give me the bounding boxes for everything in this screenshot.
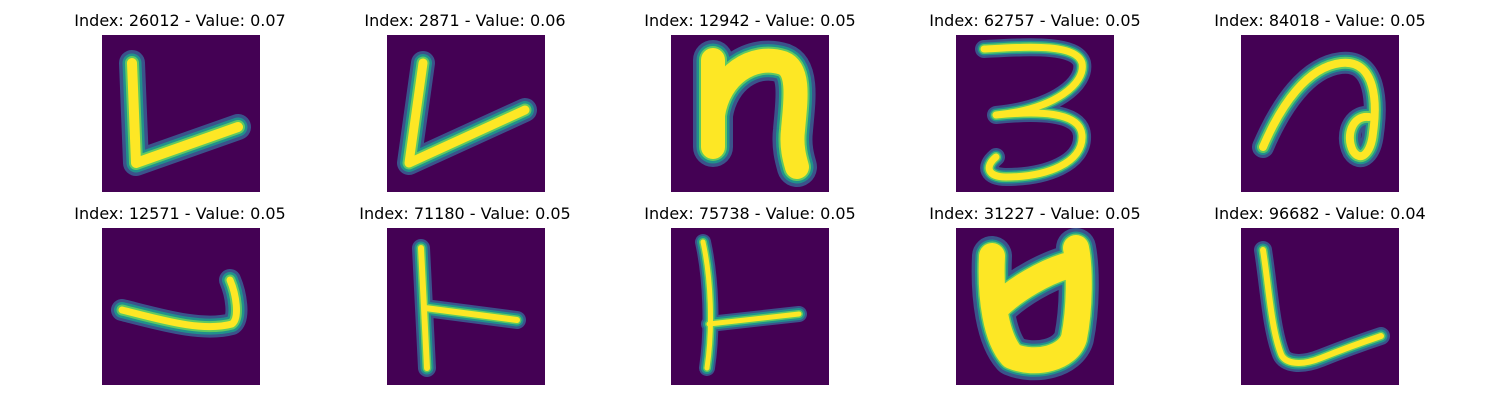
panel-title: Index: 26012 - Value: 0.07	[30, 11, 330, 31]
digit-image	[387, 228, 545, 385]
digit-image	[956, 35, 1114, 192]
glyph-t-shape	[671, 228, 829, 385]
glyph-hook-shape	[102, 228, 260, 385]
panel-title: Index: 12571 - Value: 0.05	[30, 204, 330, 224]
panel-title: Index: 2871 - Value: 0.06	[315, 11, 615, 31]
panel-title: Index: 75738 - Value: 0.05	[600, 204, 900, 224]
digit-image	[102, 35, 260, 192]
glyph-t-shape	[387, 228, 545, 385]
digit-image	[102, 228, 260, 385]
panel-title: Index: 62757 - Value: 0.05	[885, 11, 1185, 31]
glyph-n-shape	[671, 35, 829, 192]
digit-image	[387, 35, 545, 192]
panel-title: Index: 84018 - Value: 0.05	[1170, 11, 1470, 31]
panel-title: Index: 12942 - Value: 0.05	[600, 11, 900, 31]
glyph-l-shape	[1241, 228, 1399, 385]
digit-image	[956, 228, 1114, 385]
glyph-three-shape	[956, 35, 1114, 192]
digit-image	[1241, 228, 1399, 385]
panel-title: Index: 96682 - Value: 0.04	[1170, 204, 1470, 224]
digit-image	[671, 228, 829, 385]
glyph-n-shape	[956, 228, 1114, 385]
panel-title: Index: 31227 - Value: 0.05	[885, 204, 1185, 224]
panel-title: Index: 71180 - Value: 0.05	[315, 204, 615, 224]
digit-image	[1241, 35, 1399, 192]
glyph-l-shape	[102, 35, 260, 192]
glyph-l-shape	[387, 35, 545, 192]
glyph-looped-a-shape	[1241, 35, 1399, 192]
digit-image	[671, 35, 829, 192]
